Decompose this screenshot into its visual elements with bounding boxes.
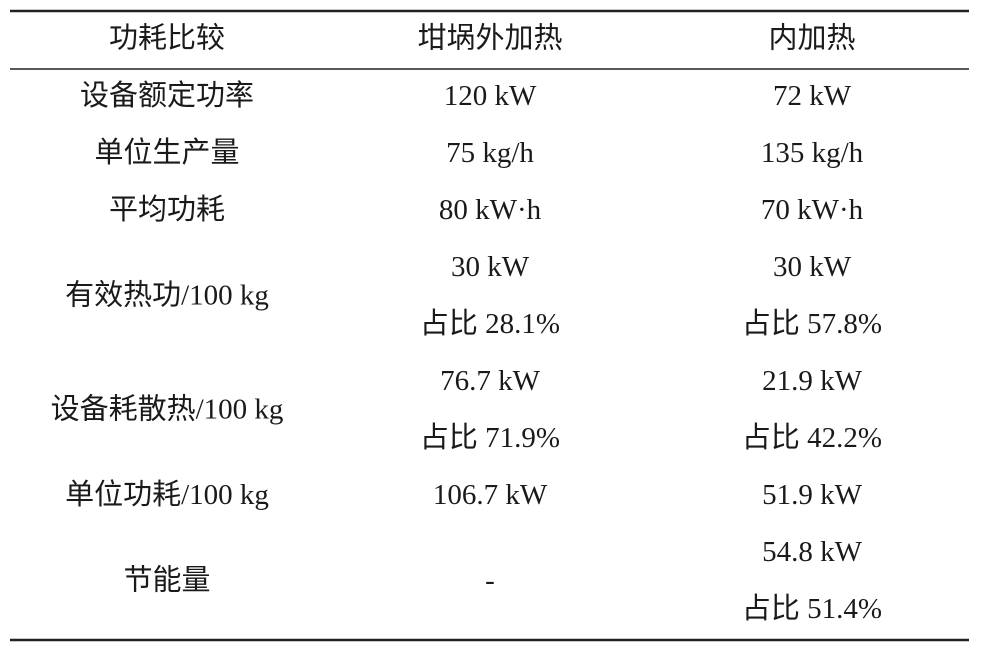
row-label: 设备耗散热/100 kg: [51, 393, 284, 426]
cell-outer: 30 kW: [451, 251, 530, 283]
cell-inner: 70 kW·h: [761, 194, 864, 226]
cell-outer: -: [485, 565, 495, 597]
row-label: 单位生产量: [94, 136, 239, 169]
cell-outer: 106.7 kW: [433, 479, 548, 511]
cell-inner: 51.9 kW: [762, 479, 863, 511]
row-label: 节能量: [123, 564, 210, 597]
cell-inner: 72 kW: [773, 80, 852, 112]
cell-inner: 135 kg/h: [761, 137, 864, 169]
header-cell: 内加热: [768, 22, 855, 55]
cell-inner: 30 kW: [773, 251, 852, 283]
cell-inner: 占比 51.4%: [742, 592, 882, 625]
cell-outer: 120 kW: [444, 80, 537, 112]
cell-outer: 80 kW·h: [439, 194, 542, 226]
row-label: 平均功耗: [109, 193, 225, 226]
cell-inner: 21.9 kW: [762, 365, 863, 397]
header-cell: 坩埚外加热: [417, 22, 562, 55]
cell-inner: 54.8 kW: [762, 536, 863, 568]
cell-inner: 占比 57.8%: [742, 307, 882, 340]
cell-outer: 占比 71.9%: [420, 421, 560, 454]
cell-outer: 76.7 kW: [440, 365, 541, 397]
cell-inner: 占比 42.2%: [742, 421, 882, 454]
cell-outer: 占比 28.1%: [420, 307, 560, 340]
row-label: 设备额定功率: [80, 79, 254, 112]
cell-outer: 75 kg/h: [446, 137, 534, 169]
row-label: 单位功耗/100 kg: [65, 478, 269, 511]
header-cell: 功耗比较: [109, 22, 225, 55]
row-label: 有效热功/100 kg: [65, 279, 269, 312]
